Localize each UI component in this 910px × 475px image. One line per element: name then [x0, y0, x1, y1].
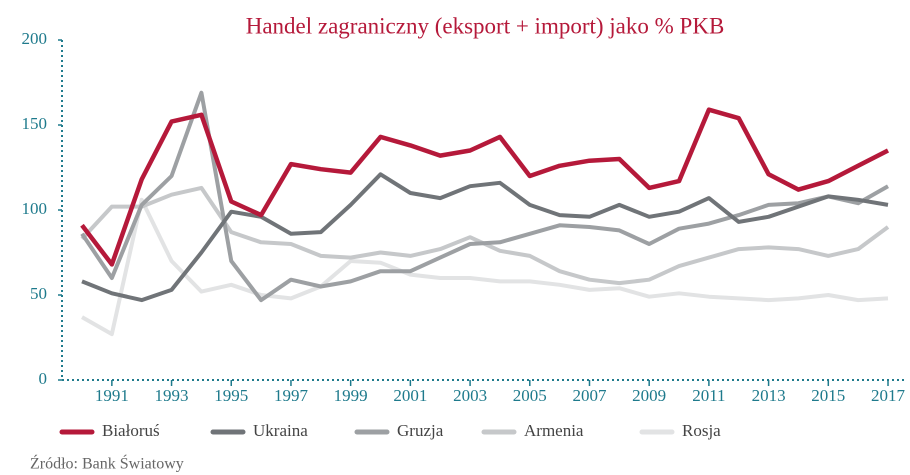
legend-label: Gruzja [397, 421, 444, 440]
legend-label: Rosja [682, 421, 721, 440]
x-tick-label: 2001 [393, 386, 427, 405]
x-tick-label: 1991 [95, 386, 129, 405]
x-tick-label: 1999 [334, 386, 368, 405]
chart-title: Handel zagraniczny (eksport + import) ja… [246, 13, 725, 38]
legend-label: Armenia [524, 421, 584, 440]
legend-label: Ukraina [253, 421, 308, 440]
source: Źródło: Bank Światowy [30, 454, 184, 473]
x-tick-label: 2017 [871, 386, 906, 405]
x-tick-label: 1993 [155, 386, 189, 405]
x-tick-label: 2003 [453, 386, 487, 405]
x-tick-label: 1995 [214, 386, 248, 405]
x-tick-label: 2005 [513, 386, 547, 405]
x-tick-label: 2011 [692, 386, 725, 405]
x-tick-label: 2009 [632, 386, 666, 405]
y-tick-label: 200 [22, 29, 48, 48]
y-tick-label: 0 [39, 369, 48, 388]
series-line [80, 185, 890, 286]
series-line [81, 172, 889, 303]
series-line [80, 90, 889, 303]
x-tick-label: 2007 [572, 386, 607, 405]
legend-label: Białoruś [102, 421, 160, 440]
x-tick-label: 2015 [811, 386, 845, 405]
series-line [80, 107, 890, 267]
y-tick-label: 100 [22, 199, 48, 218]
series-line [81, 197, 889, 337]
y-tick-label: 50 [30, 284, 47, 303]
x-tick-label: 1997 [274, 386, 309, 405]
x-tick-label: 2013 [752, 386, 786, 405]
y-tick-label: 150 [22, 114, 48, 133]
